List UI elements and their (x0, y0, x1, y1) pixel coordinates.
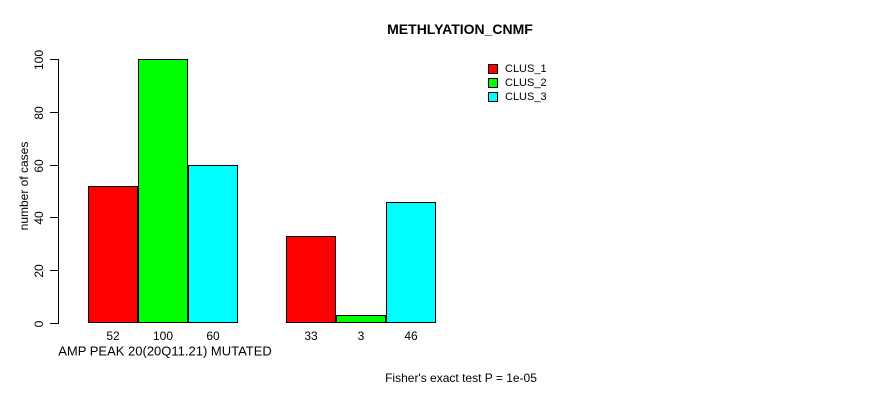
legend-row: CLUS_1 (488, 62, 547, 76)
y-tick-label: 80 (32, 105, 46, 120)
bar-clus_1-group2 (286, 236, 336, 323)
legend-swatch-icon (488, 92, 498, 102)
y-tick-mark (50, 323, 58, 324)
legend-label: CLUS_2 (505, 77, 547, 89)
bar-value-label: 46 (404, 329, 418, 343)
bar-value-label: 52 (106, 329, 120, 343)
legend-label: CLUS_3 (505, 91, 547, 103)
legend-row: CLUS_3 (488, 90, 547, 104)
y-tick-label: 60 (32, 158, 46, 173)
bar-clus_3-group1 (188, 165, 238, 323)
y-tick-label: 40 (32, 210, 46, 225)
y-axis-label: number of cases (17, 141, 31, 231)
bar-value-label: 100 (152, 329, 174, 343)
legend-row: CLUS_2 (488, 76, 547, 90)
legend-swatch-icon (488, 78, 498, 88)
y-tick-label: 20 (32, 263, 46, 278)
bar-value-label: 3 (357, 329, 365, 343)
y-tick-label: 100 (32, 49, 46, 70)
x-axis-label: AMP PEAK 20(20Q11.21) MUTATED (58, 343, 272, 359)
chart-title: METHLYATION_CNMF (387, 21, 533, 37)
y-tick-mark (50, 59, 58, 60)
bar-value-label: 33 (304, 329, 318, 343)
bar-clus_1-group1 (88, 186, 138, 323)
bar-clus_3-group2 (386, 202, 436, 323)
bar-clus_2-group1 (138, 59, 188, 323)
y-tick-mark (50, 217, 58, 218)
legend-swatch-icon (488, 64, 498, 74)
y-tick-label: 0 (32, 320, 46, 327)
bar-value-label: 60 (206, 329, 220, 343)
y-tick-mark (50, 112, 58, 113)
bar-clus_2-group2 (336, 315, 386, 323)
y-axis-line (58, 59, 59, 324)
y-tick-mark (50, 165, 58, 166)
y-tick-mark (50, 270, 58, 271)
legend-label: CLUS_1 (505, 63, 547, 75)
legend: CLUS_1 CLUS_2 CLUS_3 (488, 62, 547, 104)
fisher-test-annotation: Fisher's exact test P = 1e-05 (385, 371, 537, 385)
